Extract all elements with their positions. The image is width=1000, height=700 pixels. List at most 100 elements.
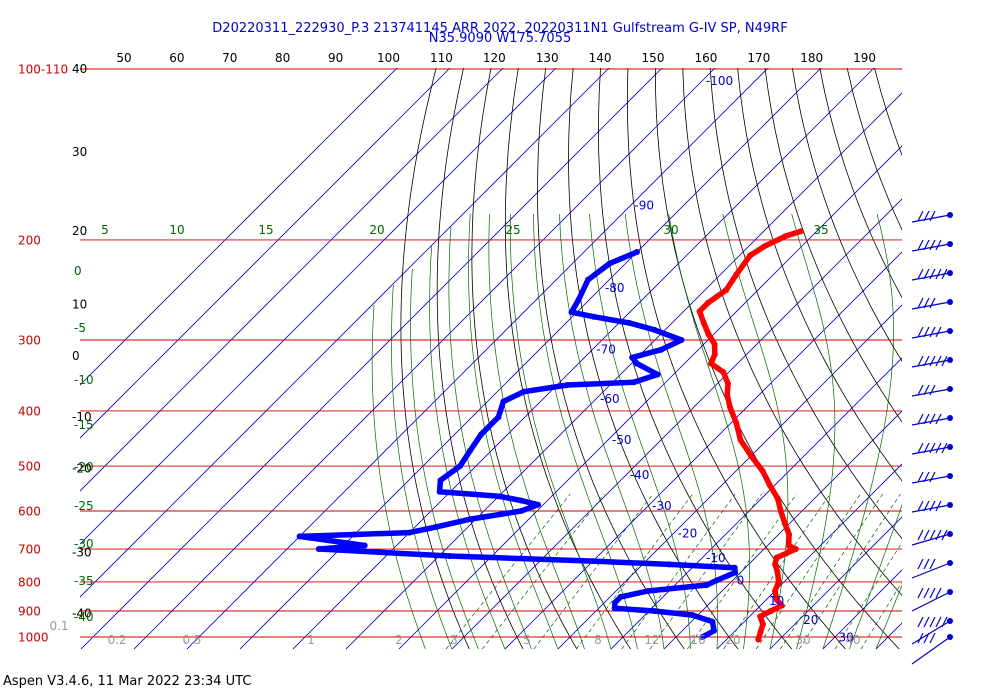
thetae-label-left: -5 <box>74 321 86 335</box>
thetae-label-top: 30 <box>663 223 678 237</box>
wind-barb-flag <box>929 355 936 367</box>
dewpoint-profile-point <box>437 477 444 484</box>
wind-barb-flag <box>917 616 924 628</box>
temperature-profile-point <box>711 341 718 348</box>
isotherm-label: -60 <box>600 392 620 406</box>
pressure-label: 900 <box>18 605 41 619</box>
wind-barb <box>911 326 953 339</box>
dewpoint-profile-point <box>446 553 453 559</box>
dewpoint-profile-point <box>654 371 661 378</box>
moist-adiabat-line <box>875 584 902 650</box>
wind-barb-flag <box>929 239 936 251</box>
wind-barb-flag <box>923 616 930 628</box>
isotherm-label: -10 <box>706 551 726 565</box>
pressure-label: 600 <box>18 504 41 518</box>
left-tick-label: -10 <box>72 410 92 424</box>
pressure-label: 500 <box>18 460 41 474</box>
wind-barb-staff <box>911 591 951 612</box>
temperature-profile-point <box>705 299 712 306</box>
thetae-label-left: 0 <box>74 264 82 278</box>
mixing-ratio-label: 5 <box>523 633 531 647</box>
wind-barb-flag <box>935 616 942 628</box>
wind-barb-flag <box>941 268 948 280</box>
isotherm-line <box>716 463 902 650</box>
temperature-profile-point <box>711 351 718 358</box>
dewpoint-profile <box>296 249 738 640</box>
wind-barb-staff <box>911 562 951 579</box>
temperature-profile-point <box>757 629 764 635</box>
temperature-profile-point <box>737 437 744 443</box>
mixing-ratio-label: 8 <box>594 633 602 647</box>
temperature-profile-point <box>786 531 793 538</box>
dewpoint-profile-point <box>467 516 474 523</box>
pressure-label: 700 <box>18 543 41 557</box>
isotherm-line <box>80 68 663 650</box>
dewpoint-profile-point <box>731 564 738 571</box>
left-tick-label: 30 <box>72 145 87 159</box>
dewpoint-profile-point <box>315 546 322 552</box>
dry-adiabat-line <box>819 68 902 299</box>
dewpoint-profile-point <box>633 360 640 367</box>
isotherm-line <box>186 68 769 650</box>
isotherm-label: -50 <box>612 433 632 447</box>
wind-barb-flag <box>929 326 936 338</box>
wind-barb-flag <box>923 239 930 251</box>
isotherm-line <box>982 43 1000 649</box>
dewpoint-profile-point <box>575 296 582 303</box>
pressure-label: 300 <box>18 334 41 348</box>
isotherm-line <box>345 92 902 650</box>
thetae-label-left: -15 <box>74 418 94 432</box>
wind-barb-flag <box>923 632 930 644</box>
dewpoint-profile-point <box>629 354 636 361</box>
wind-barb <box>911 297 953 310</box>
dry-adiabat-line <box>627 68 846 650</box>
mixing-ratio-line <box>799 493 901 650</box>
moist-adiabat-line <box>509 214 612 650</box>
dry-adiabat-line <box>400 68 470 650</box>
wind-barb-flag <box>923 471 930 483</box>
mixing-ratio-line <box>621 493 736 650</box>
thetae-label-left: -25 <box>74 499 94 513</box>
mixing-ratio-line <box>834 542 902 650</box>
temperature-profile-point <box>708 360 714 367</box>
dewpoint-profile-point <box>495 414 502 421</box>
isotherm-label: -80 <box>605 281 625 295</box>
dewpoint-profile-point <box>711 627 717 634</box>
pressure-label: 100-110 <box>18 63 68 77</box>
pressure-label: 800 <box>18 575 41 589</box>
wind-barb-column <box>911 210 953 665</box>
left-tick-label: 40 <box>72 62 87 76</box>
dewpoint-profile-point <box>590 313 597 320</box>
temperature-profile-point <box>759 621 766 628</box>
moist-adiabat-line <box>488 213 585 650</box>
dewpoint-profile-point <box>631 379 637 386</box>
wind-barb <box>911 471 953 484</box>
wind-barb-flag <box>929 529 936 541</box>
temperature-profile-point <box>733 271 740 278</box>
mixing-ratio-label: 40 <box>845 633 860 647</box>
isotherm-label: -100 <box>706 74 733 88</box>
top-tick-label: 170 <box>747 51 770 65</box>
left-tick-label: 0 <box>72 349 80 363</box>
top-tick-label: 130 <box>536 51 559 65</box>
moist-adiabat-line <box>391 284 453 650</box>
dewpoint-profile-point <box>658 346 665 353</box>
dry-adiabat-line <box>737 68 902 482</box>
dewpoint-profile-point <box>626 320 633 326</box>
dry-adiabat-line <box>504 68 631 650</box>
isotherm-line <box>504 251 902 650</box>
mixing-ratio-line <box>687 493 797 650</box>
wind-barb-flag <box>935 413 942 425</box>
dewpoint-profile-point <box>611 605 618 612</box>
thetae-label-top: 20 <box>369 223 384 237</box>
wind-barb-flag <box>929 442 936 454</box>
wind-barb <box>911 442 953 455</box>
wind-barb-flag <box>929 587 936 599</box>
moist-adiabat-line <box>533 213 638 650</box>
moist-adiabat-line <box>624 213 719 649</box>
moist-adiabat-line <box>468 213 559 650</box>
moist-adiabat-line <box>371 304 426 650</box>
temperature-profile-point <box>781 520 788 526</box>
wind-barb-flag <box>917 326 924 338</box>
wind-barb-flag <box>917 500 924 512</box>
